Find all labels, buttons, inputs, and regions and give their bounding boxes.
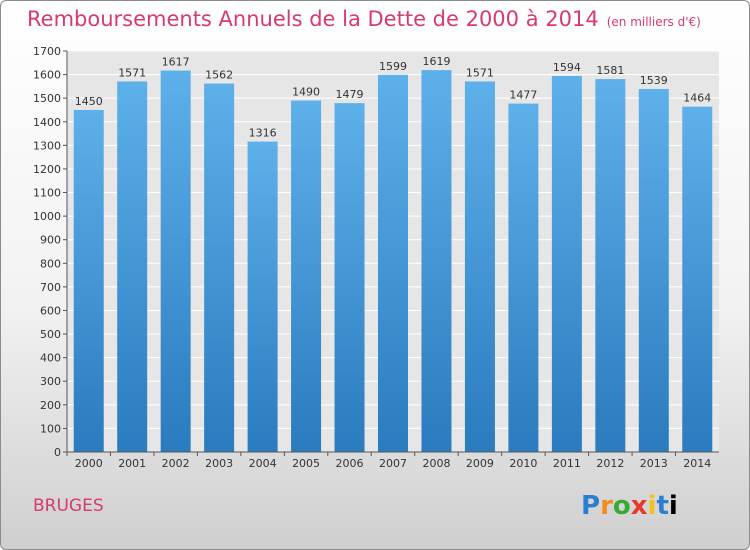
- bar: [551, 76, 582, 452]
- x-tick-label: 2013: [640, 457, 668, 470]
- x-tick-label: 2001: [118, 457, 146, 470]
- y-tick-label: 1200: [33, 163, 61, 176]
- bar-value-label: 1619: [422, 55, 450, 68]
- y-tick-label: 1700: [33, 45, 61, 58]
- bar-value-label: 1617: [162, 56, 190, 69]
- chart-title-text: Remboursements Annuels de la Dette de 20…: [27, 7, 599, 31]
- y-tick-label: 1400: [33, 116, 61, 129]
- bar: [291, 100, 322, 453]
- y-tick-label: 600: [40, 304, 61, 317]
- y-tick-label: 1500: [33, 92, 61, 105]
- y-tick-label: 300: [40, 375, 61, 388]
- y-tick-label: 100: [40, 422, 61, 435]
- bar-value-label: 1479: [336, 88, 364, 101]
- x-tick-label: 2011: [553, 457, 581, 470]
- logo-letter: i: [668, 491, 678, 521]
- proxiti-logo[interactable]: Proxiti: [581, 491, 678, 521]
- bars: [73, 70, 713, 453]
- x-tick-label: 2014: [683, 457, 711, 470]
- x-tick-label: 2008: [422, 457, 450, 470]
- bar-value-label: 1571: [466, 66, 494, 79]
- y-tick-label: 500: [40, 328, 61, 341]
- bar: [464, 81, 495, 452]
- bar-value-label: 1539: [640, 74, 668, 87]
- logo-letter: x: [630, 491, 648, 521]
- y-tick-label: 900: [40, 234, 61, 247]
- logo-letter: t: [656, 491, 669, 521]
- bar: [378, 74, 408, 452]
- bar-value-label: 1450: [75, 95, 103, 108]
- y-tick-label: 1000: [33, 210, 61, 223]
- bar-value-label: 1594: [553, 61, 581, 74]
- logo-letter: i: [647, 491, 657, 521]
- x-tick-label: 2005: [292, 457, 320, 470]
- x-tick-label: 2006: [336, 457, 364, 470]
- y-tick-label: 1100: [33, 187, 61, 200]
- y-tick-label: 0: [54, 446, 61, 459]
- x-tick-label: 2009: [466, 457, 494, 470]
- bar: [247, 141, 278, 452]
- x-tick-label: 2002: [162, 457, 190, 470]
- chart-title: Remboursements Annuels de la Dette de 20…: [27, 7, 701, 31]
- x-tick-label: 2000: [75, 457, 103, 470]
- bar-value-label: 1562: [205, 69, 233, 82]
- y-tick-label: 1300: [33, 139, 61, 152]
- x-axis-ticks: 2000 2001 2002 2003 2004 2005 2006 2007 2008 2009…: [66, 452, 711, 470]
- y-tick-label: 800: [40, 257, 61, 270]
- bar: [421, 70, 452, 452]
- x-tick-label: 2010: [509, 457, 537, 470]
- bar-value-label: 1464: [683, 92, 711, 105]
- x-tick-label: 2012: [596, 457, 624, 470]
- bar: [160, 70, 191, 452]
- bar-value-label: 1581: [596, 64, 624, 77]
- bar-value-label: 1316: [249, 127, 277, 140]
- data-labels: 1450 1571 1617 1562 1316 1490 1479 1599 1619 1571…: [75, 55, 712, 139]
- bar-value-label: 1599: [379, 60, 407, 73]
- y-tick-label: 400: [40, 352, 61, 365]
- bar: [508, 103, 539, 452]
- bar: [334, 103, 365, 452]
- x-tick-label: 2007: [379, 457, 407, 470]
- y-tick-label: 1600: [33, 69, 61, 82]
- bar-value-label: 1490: [292, 86, 320, 99]
- x-tick-label: 2004: [249, 457, 277, 470]
- x-tick-label: 2003: [205, 457, 233, 470]
- bar-value-label: 1477: [509, 89, 537, 102]
- bar: [638, 88, 669, 453]
- chart-subtitle: (en milliers d'€): [606, 15, 701, 29]
- bar: [117, 81, 148, 452]
- bar-value-label: 1571: [118, 66, 146, 79]
- bar: [595, 79, 626, 452]
- logo-letter: o: [612, 491, 631, 521]
- city-name: BRUGES: [33, 496, 104, 516]
- y-tick-label: 200: [40, 399, 61, 412]
- logo-letter: r: [600, 491, 613, 521]
- y-axis-ticks: 0 100 200 300 400 500 600 700 800 900 1000 1100 1200…: [33, 45, 67, 459]
- bar: [73, 109, 104, 453]
- logo-letter: P: [581, 491, 601, 521]
- bar: [682, 106, 713, 452]
- bar: [204, 83, 235, 453]
- y-tick-label: 700: [40, 281, 61, 294]
